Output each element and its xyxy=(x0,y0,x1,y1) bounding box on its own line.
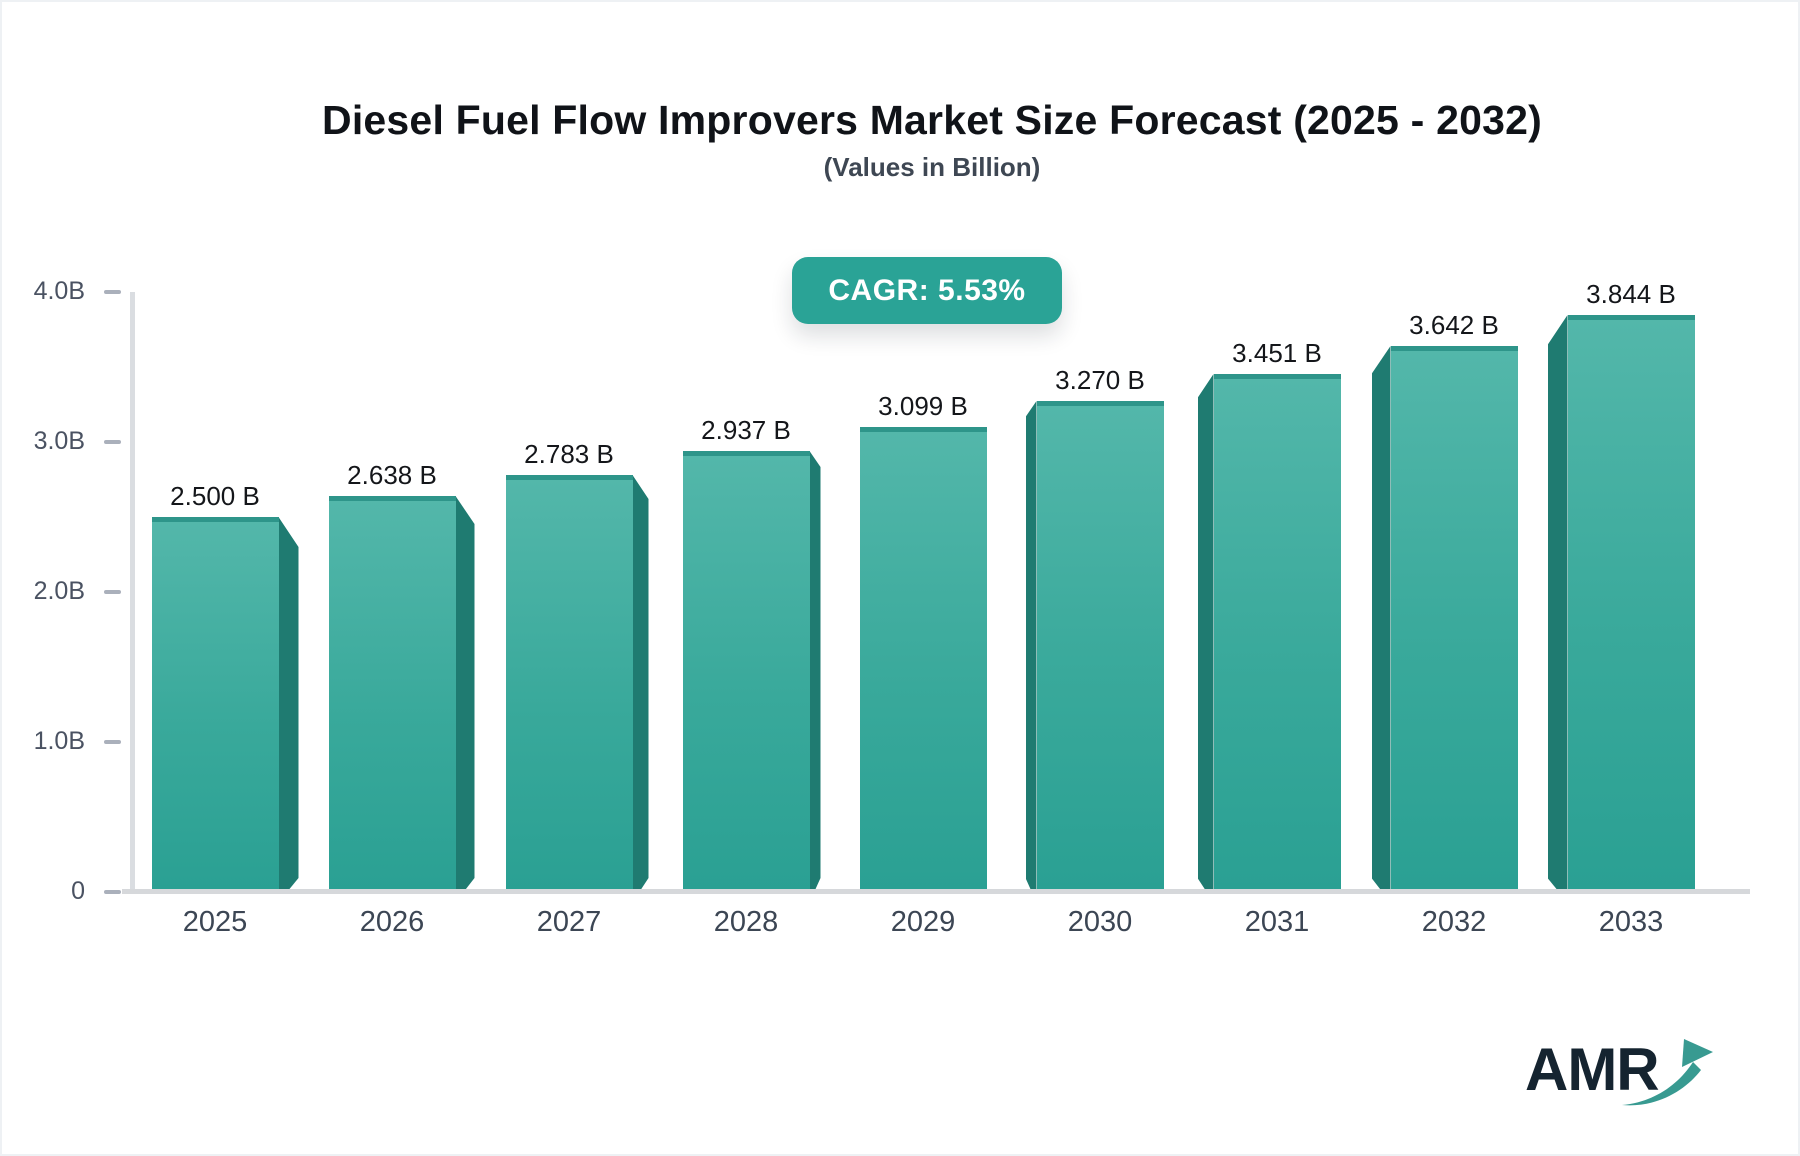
y-tick-dash xyxy=(104,440,121,444)
bar-face xyxy=(859,427,987,892)
x-tick-label-2026: 2026 xyxy=(359,906,425,938)
y-tick-dash xyxy=(104,590,121,594)
amr-logo-text: AMR xyxy=(1525,1036,1660,1103)
x-tick-label-2031: 2031 xyxy=(1244,906,1310,938)
bar-2033 xyxy=(1568,315,1695,892)
chart-title: Diesel Fuel Flow Improvers Market Size F… xyxy=(322,97,1542,143)
y-axis-line xyxy=(130,292,135,892)
x-tick-label-2033: 2033 xyxy=(1598,906,1664,938)
y-tick-label: 2.0B xyxy=(33,577,85,605)
y-tick-dash xyxy=(104,740,121,744)
amr-logo: AMR xyxy=(1525,1036,1713,1106)
bar-side-face xyxy=(1548,315,1568,892)
bar-side-face xyxy=(1372,346,1391,892)
growth-arrow-icon xyxy=(1622,1039,1713,1106)
x-tick-label-2029: 2029 xyxy=(890,906,956,938)
bar-value-label-2025: 2.500 B xyxy=(170,481,260,511)
bar-side-face xyxy=(810,451,821,892)
bar-face xyxy=(151,517,279,892)
bar-value-label-2026: 2.638 B xyxy=(347,460,437,490)
chart-subtitle: (Values in Billion) xyxy=(823,152,1041,182)
bar-value-label-2031: 3.451 B xyxy=(1232,338,1322,368)
bar-face xyxy=(682,451,810,892)
x-tick-label-2030: 2030 xyxy=(1067,906,1133,938)
y-tick-label: 4.0B xyxy=(33,277,85,305)
bar-face xyxy=(1213,374,1341,892)
bar-face xyxy=(328,496,456,892)
plot-area: 0 1.0B 2.0B 3.0B 4.0B 2.500 B 2.638 B 2.783 B 2… xyxy=(34,277,1750,938)
bar-value-label-2030: 3.270 B xyxy=(1055,365,1145,395)
bar-side-face xyxy=(1026,401,1037,892)
bar-value-label-2032: 3.642 B xyxy=(1409,310,1499,340)
x-tick-label-2025: 2025 xyxy=(182,906,248,938)
bar-2027 xyxy=(505,475,633,892)
y-tick-dash xyxy=(104,290,121,294)
x-tick-label-2028: 2028 xyxy=(713,906,779,938)
bar-face xyxy=(1036,401,1164,892)
bar-face xyxy=(505,475,633,892)
bar-side-face xyxy=(456,496,475,892)
y-tick-label: 3.0B xyxy=(33,427,85,455)
bar-2028 xyxy=(682,451,810,892)
x-tick-label-2032: 2032 xyxy=(1421,906,1487,938)
bar-2025 xyxy=(151,517,279,892)
y-tick-label: 0 xyxy=(71,877,85,905)
bar-2031 xyxy=(1214,374,1341,892)
bar-side-face xyxy=(1198,374,1214,892)
bar-2026 xyxy=(328,496,456,892)
bar-value-label-2029: 3.099 B xyxy=(878,391,968,421)
bar-2030 xyxy=(1037,401,1164,892)
bar-2032 xyxy=(1391,346,1518,892)
cagr-badge-label: CAGR: 5.53% xyxy=(828,273,1026,307)
bar-face xyxy=(1567,315,1695,892)
x-axis-line xyxy=(122,889,1750,894)
bar-value-label-2033: 3.844 B xyxy=(1586,279,1676,309)
cagr-badge: CAGR: 5.53% xyxy=(792,257,1062,324)
y-tick-label: 1.0B xyxy=(33,727,85,755)
bar-value-label-2028: 2.937 B xyxy=(701,415,791,445)
bar-side-face xyxy=(633,475,649,892)
bar-side-face xyxy=(279,517,299,892)
bar-face xyxy=(1390,346,1518,892)
y-tick-dash xyxy=(104,890,121,894)
bar-2029 xyxy=(859,427,987,892)
bar-value-label-2027: 2.783 B xyxy=(524,439,614,469)
x-tick-label-2027: 2027 xyxy=(536,906,602,938)
